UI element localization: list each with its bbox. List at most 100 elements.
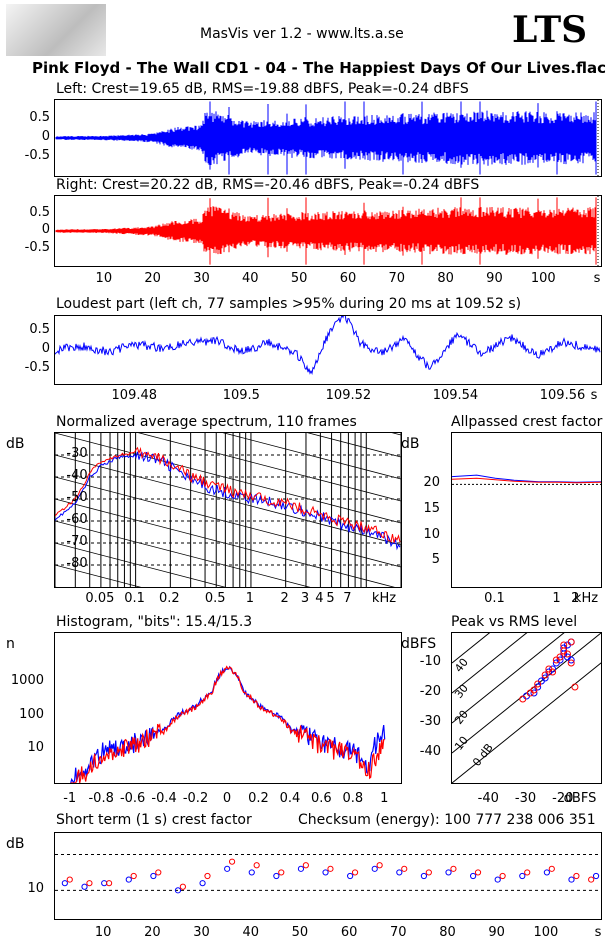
histogram-x-tick: -1 xyxy=(63,791,77,806)
peak-rms-y-tick: -30 xyxy=(419,714,441,729)
histogram-y-tick: 100 xyxy=(19,706,44,722)
right-short-term-point xyxy=(228,858,236,865)
loudest-plot xyxy=(54,315,602,385)
histogram-x-tick: -0.2 xyxy=(182,791,209,806)
loudest-x-tick: 109.54 xyxy=(432,388,479,403)
wave-x-tick: 50 xyxy=(290,271,308,286)
left-short-term-point xyxy=(396,869,403,876)
spectrum-label: Normalized average spectrum, 110 frames xyxy=(56,414,357,430)
peak-rms-diag-label: 0 dB xyxy=(470,741,496,769)
peak-rms-y-unit: dBFS xyxy=(401,636,437,652)
logo-image xyxy=(6,4,106,56)
spectrum-diagonal xyxy=(55,498,395,587)
right-short-term-point xyxy=(204,872,211,880)
short-term-y-unit: dB xyxy=(6,836,25,852)
short-term-y-tick: 10 xyxy=(27,881,44,897)
allpassed-x-tick: 1 xyxy=(552,591,561,606)
loudest-x-tick: 109.52 xyxy=(325,388,372,403)
spectrum-x-tick: 1 xyxy=(245,591,255,606)
peak-rms-y-tick: -10 xyxy=(419,654,441,669)
allpassed-x-tick: 2 xyxy=(571,591,580,606)
spectrum-x-tick: 7 xyxy=(343,591,352,606)
right-short-term-point xyxy=(401,865,408,872)
spectrum-diagonal xyxy=(55,520,311,587)
right-peak-rms-point xyxy=(534,680,542,688)
peak-rms-x-tick: -40 xyxy=(477,791,499,806)
allpassed-x-tick: kHz xyxy=(573,591,599,606)
spectrum-x-tick: 0.05 xyxy=(85,591,115,606)
spectrum-diagonal xyxy=(307,433,401,458)
histogram-x-tick: 0.8 xyxy=(342,791,364,806)
short-term-plot xyxy=(54,832,602,920)
loudest-label: Loudest part (left ch, 77 samples >95% d… xyxy=(56,296,522,312)
spectrum-y-tick: -50 xyxy=(66,490,88,505)
allpassed-x-tick: 0.1 xyxy=(484,591,505,606)
histogram-x-tick: 0.6 xyxy=(311,791,332,806)
spectrum-x-tick: 0.1 xyxy=(124,591,145,606)
peak-rms-label: Peak vs RMS level xyxy=(451,614,578,630)
right-peak-rms-point xyxy=(563,650,571,658)
peak-rms-plot: 40 30 20 10 0 dB xyxy=(451,632,602,784)
left-spectrum-line xyxy=(55,451,401,551)
short-term-x-tick: 90 xyxy=(488,925,505,940)
histogram-y-unit: n xyxy=(6,636,15,652)
peak-rms-y-tick: -40 xyxy=(419,744,441,759)
right-short-term-point xyxy=(588,876,595,883)
left-short-term-point xyxy=(199,880,206,887)
peak-rms-diagonal xyxy=(452,662,601,783)
wave-x-tick: 80 xyxy=(437,271,454,286)
left-short-term-point xyxy=(347,872,354,880)
histogram-label: Histogram, "bits": 15.4/15.3 xyxy=(56,614,253,630)
left-wave-label: Left: Crest=19.65 dB, RMS=-19.88 dBFS, P… xyxy=(56,81,469,97)
right-peak-rms-point xyxy=(530,686,538,694)
spectrum-y-tick: -60 xyxy=(66,512,88,527)
right-short-term-point xyxy=(66,876,73,883)
allpassed-y-tick: 10 xyxy=(423,526,440,542)
histogram-x-tick: 0.2 xyxy=(248,791,269,806)
histogram-x-tick: 1 xyxy=(380,791,389,806)
right-short-term-point xyxy=(106,880,113,887)
left-peak-rms-point xyxy=(556,656,564,664)
right-short-term-point xyxy=(130,872,137,880)
spectrum-diagonal xyxy=(55,542,226,587)
left-short-term-point xyxy=(224,865,231,872)
left-short-term-point xyxy=(248,869,255,876)
left-short-term-point xyxy=(519,872,526,880)
histogram-x-tick: -0.6 xyxy=(119,791,146,806)
spectrum-x-tick: 0.2 xyxy=(158,591,180,606)
peak-rms-x-tick: dBFS xyxy=(563,791,597,806)
peak-rms-diag-label: 20 xyxy=(452,708,471,727)
right-peak-rms-point xyxy=(549,668,557,676)
spectrum-x-tick: 0.5 xyxy=(204,591,226,606)
short-term-x-tick: s xyxy=(594,925,602,940)
short-term-x-tick: 40 xyxy=(242,925,260,940)
histogram-y-tick: 10 xyxy=(27,740,44,756)
right-short-term-point xyxy=(327,865,334,872)
right-peak-rms-point xyxy=(541,671,549,679)
loudest-trace xyxy=(55,316,601,375)
left-histogram-line xyxy=(70,665,386,783)
right-allpassed-line xyxy=(452,477,601,484)
wave-x-tick: 40 xyxy=(242,271,259,286)
right-short-term-point xyxy=(425,869,432,876)
left-short-term-point xyxy=(470,872,477,880)
right-short-term-point xyxy=(302,862,309,869)
right-short-term-point xyxy=(524,869,531,876)
spectrum-y-tick: -40 xyxy=(66,468,88,483)
wave-x-tick: 20 xyxy=(144,271,161,286)
spectrum-y-tick: -70 xyxy=(66,534,88,549)
wave-x-tick: 30 xyxy=(193,271,210,286)
wave-x-tick: 60 xyxy=(339,271,357,286)
spectrum-y-tick: -80 xyxy=(66,556,88,571)
wave-x-tick: 70 xyxy=(388,271,406,286)
left-peak-rms-point xyxy=(567,656,575,664)
left-short-term-point xyxy=(125,876,132,883)
peak-rms-y-tick: -20 xyxy=(419,684,441,699)
right-short-term-point xyxy=(351,869,359,876)
brand-logo-text: LTS xyxy=(512,9,588,51)
spectrum-diagonal xyxy=(55,476,401,568)
right-short-term-point xyxy=(155,869,162,876)
right-wave-label: Right: Crest=20.22 dB, RMS=-20.46 dBFS, … xyxy=(56,177,480,193)
left-short-term-point xyxy=(174,887,182,894)
left-peak-rms-point xyxy=(541,674,549,682)
